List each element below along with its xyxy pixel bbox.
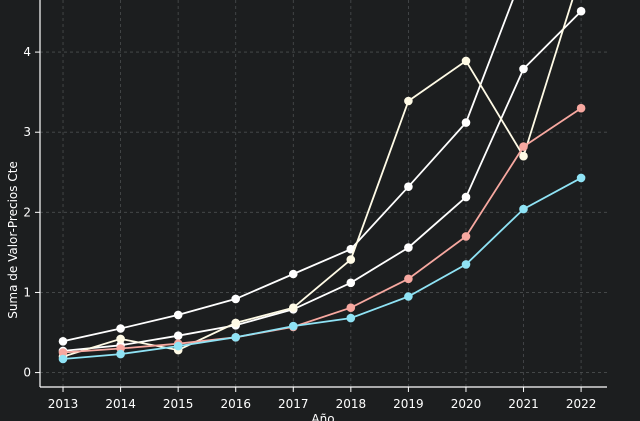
data-point xyxy=(173,331,183,341)
data-point xyxy=(404,182,413,191)
data-point xyxy=(58,337,68,346)
data-point xyxy=(289,321,298,331)
x-tick-label: 2020 xyxy=(451,397,482,411)
series-5 xyxy=(58,173,586,364)
x-tick-label: 2019 xyxy=(393,397,424,411)
series-line xyxy=(62,177,582,360)
data-point xyxy=(404,243,413,252)
series-line xyxy=(62,10,582,352)
data-point xyxy=(519,204,528,214)
data-point xyxy=(116,334,125,344)
x-tick-label: 2018 xyxy=(336,397,367,411)
series-line xyxy=(62,0,514,343)
data-point xyxy=(289,269,298,279)
x-axis-label: Año xyxy=(311,412,334,421)
grid xyxy=(40,0,607,387)
data-point xyxy=(231,318,240,328)
series-1 xyxy=(58,0,514,346)
series-4 xyxy=(58,103,586,357)
x-tick-label: 2022 xyxy=(566,397,597,411)
data-point xyxy=(173,310,183,320)
data-point xyxy=(461,118,471,127)
axes: 2013 2014 2015 2016 2017 2018 2019 2020 2021 2022… xyxy=(23,0,607,411)
data-point xyxy=(519,142,528,151)
y-tick-label: 4 xyxy=(23,45,31,59)
series-2 xyxy=(58,6,586,356)
axis-labels: Año Suma de Valor-Precios Cte xyxy=(6,161,335,421)
x-tick-label: 2015 xyxy=(163,397,194,411)
y-axis-label: Suma de Valor-Precios Cte xyxy=(6,161,20,319)
series-group xyxy=(58,0,586,364)
x-tick-label: 2014 xyxy=(105,397,136,411)
data-point xyxy=(231,294,240,304)
data-point xyxy=(346,303,356,313)
series-3 xyxy=(58,0,574,361)
x-tick-label: 2016 xyxy=(220,397,251,411)
y-tick-label: 2 xyxy=(23,205,31,219)
data-point xyxy=(404,96,413,106)
series-line xyxy=(62,107,582,354)
data-point xyxy=(58,348,68,357)
x-tick-label: 2017 xyxy=(278,397,309,411)
data-point xyxy=(576,103,586,113)
data-point xyxy=(173,341,183,351)
series-line xyxy=(62,0,574,358)
data-point xyxy=(519,151,528,161)
y-tick-label: 3 xyxy=(23,125,31,139)
data-point xyxy=(576,6,586,16)
data-point xyxy=(58,354,68,364)
data-point xyxy=(116,349,125,359)
data-point xyxy=(231,333,240,342)
x-tick-label: 2013 xyxy=(48,397,79,411)
data-point xyxy=(404,274,413,284)
data-point xyxy=(461,232,471,241)
data-point xyxy=(576,173,586,183)
y-tick-label: 0 xyxy=(23,366,31,380)
x-tick-label: 2021 xyxy=(508,397,539,411)
data-point xyxy=(346,313,356,323)
data-point xyxy=(289,303,298,313)
data-point xyxy=(346,255,356,264)
data-point xyxy=(346,278,356,288)
data-point xyxy=(461,260,471,269)
data-point xyxy=(461,192,471,202)
data-point xyxy=(461,56,471,66)
y-tick-label: 1 xyxy=(23,285,31,299)
data-point xyxy=(116,324,125,333)
data-point xyxy=(404,292,413,301)
data-point xyxy=(519,64,528,74)
